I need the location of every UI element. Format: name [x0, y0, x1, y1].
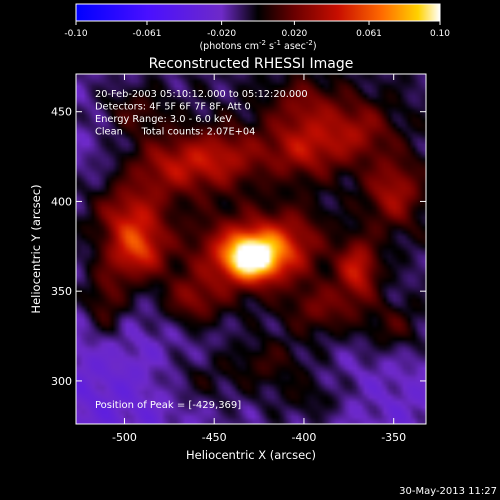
colorbar-tick-label: 0.061	[356, 29, 382, 39]
colorbar-tick-label: -0.020	[207, 29, 236, 39]
colorbar-tick-label: -0.10	[64, 29, 88, 39]
plot-timestamp: 30-May-2013 11:27	[399, 486, 497, 497]
axis-ticks: -500 -450 -400 -350 300 350 400 450	[51, 74, 426, 444]
y-tick-label: 450	[51, 106, 72, 119]
colorbar-tick-label: 0.020	[282, 29, 308, 39]
colorbar-tick-label: -0.061	[132, 29, 161, 39]
colorbar-ticks: -0.10 -0.061 -0.020 0.020 0.061 0.10	[64, 21, 450, 39]
colorbar	[75, 3, 441, 22]
y-axis-label: Heliocentric Y (arcsec)	[29, 184, 43, 313]
heatmap-image	[76, 74, 426, 424]
y-tick-label: 350	[51, 285, 72, 298]
peak-position-label: Position of Peak = [-429,369]	[95, 400, 241, 411]
annotation-line: 20-Feb-2003 05:10:12.000 to 05:12:20.000	[95, 89, 308, 100]
colorbar-units-label: (photons cm-2 s-1 asec-2)	[199, 39, 316, 52]
x-axis-label: Heliocentric X (arcsec)	[186, 448, 316, 462]
colorbar-tick-label: 0.10	[430, 29, 450, 39]
y-tick-label: 300	[51, 375, 72, 388]
x-tick-label: -400	[291, 431, 316, 444]
x-tick-label: -350	[381, 431, 406, 444]
plot-frame	[75, 73, 427, 425]
x-tick-label: -450	[202, 431, 227, 444]
chart-title: Reconstructed RHESSI Image	[149, 56, 354, 72]
annotation-block: 20-Feb-2003 05:10:12.000 to 05:12:20.000…	[95, 89, 308, 138]
heatmap-raster	[76, 74, 426, 424]
x-tick-label: -500	[112, 431, 137, 444]
annotation-line: Energy Range: 3.0 - 6.0 keV	[95, 114, 232, 125]
annotation-line: Detectors: 4F 5F 6F 7F 8F, Att 0	[95, 102, 251, 113]
y-tick-label: 400	[51, 195, 72, 208]
annotation-line: Clean Total counts: 2.07E+04	[95, 127, 255, 138]
